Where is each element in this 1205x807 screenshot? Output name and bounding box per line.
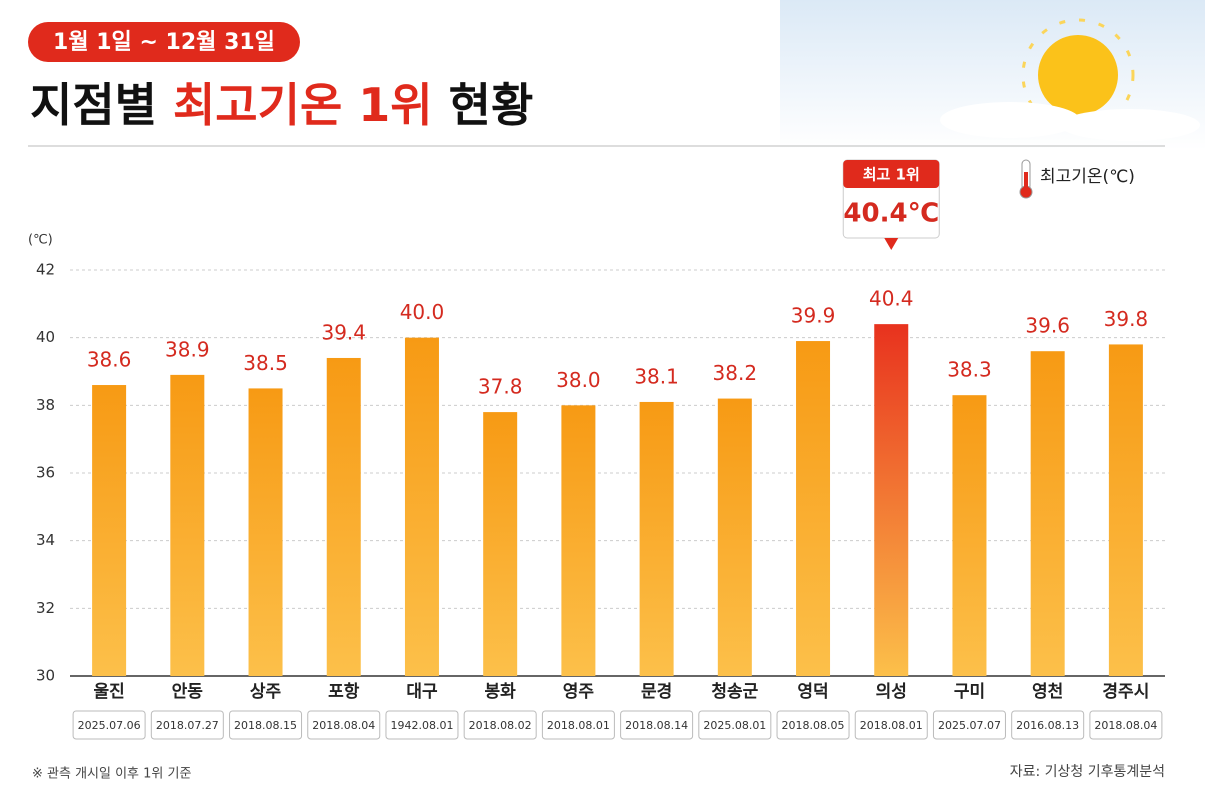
date-box — [854, 710, 928, 740]
date-box — [1089, 710, 1163, 740]
date-box — [150, 710, 224, 740]
footnote: ※ 관측 개시일 이후 1위 기준 — [32, 767, 191, 782]
x-tick-label: 봉화 — [485, 682, 517, 702]
x-tick-label: 영주 — [563, 682, 595, 702]
callout-head — [843, 160, 940, 188]
bar — [561, 405, 596, 676]
x-tick-label: 안동 — [172, 682, 204, 702]
value-label: 40.0 — [400, 300, 445, 324]
value-label: 38.5 — [243, 351, 288, 375]
date-label: 1942.08.01 — [390, 719, 453, 732]
date-box — [932, 710, 1006, 740]
y-tick-label: 36 — [36, 464, 55, 482]
x-tick-label: 상주 — [250, 682, 282, 702]
date-label: 2018.08.05 — [782, 719, 845, 732]
bar — [952, 395, 987, 676]
y-tick-label: 42 — [36, 261, 55, 279]
date-box — [541, 710, 615, 740]
callout-pointer — [884, 238, 899, 250]
y-tick-label: 32 — [36, 599, 55, 617]
date-label: 2018.08.14 — [625, 719, 688, 732]
value-label: 40.4 — [869, 287, 914, 311]
badge-text: 1월 1일 ~ 12월 31일 — [53, 30, 275, 55]
y-tick-label: 38 — [36, 396, 55, 414]
bar — [874, 324, 909, 676]
date-box — [229, 710, 303, 740]
date-label: 2025.07.06 — [78, 719, 141, 732]
bar — [1108, 344, 1143, 676]
date-box — [72, 710, 146, 740]
date-label: 2018.08.01 — [547, 719, 610, 732]
value-label: 38.6 — [87, 348, 132, 372]
x-tick-label: 의성 — [876, 682, 907, 702]
x-tick-label: 경주시 — [1102, 682, 1149, 702]
value-label: 39.9 — [791, 304, 836, 328]
bar — [717, 398, 752, 676]
chart-title: 지점별 최고기온 1위 현황 — [30, 78, 533, 132]
date-box — [776, 710, 850, 740]
bar — [326, 357, 361, 676]
y-tick-label: 34 — [36, 531, 55, 549]
date-box — [1011, 710, 1085, 740]
date-box — [385, 710, 459, 740]
date-label: 2025.07.07 — [938, 719, 1001, 732]
x-tick-label: 문경 — [641, 682, 672, 702]
bar — [170, 374, 205, 676]
y-unit: (℃) — [28, 233, 53, 248]
bar — [248, 388, 283, 676]
x-tick-label: 영천 — [1032, 682, 1063, 702]
value-label: 38.3 — [947, 358, 992, 382]
bar — [639, 401, 674, 676]
date-box — [698, 710, 772, 740]
y-tick-label: 30 — [36, 667, 55, 685]
date-label: 2018.07.27 — [156, 719, 219, 732]
value-label: 39.6 — [1025, 314, 1070, 338]
sun — [940, 18, 1200, 141]
callout-text: 40.4℃ — [843, 199, 939, 229]
y-tick-label: 40 — [36, 328, 55, 346]
value-label: 39.8 — [1104, 307, 1149, 331]
date-label: 2018.08.04 — [1094, 719, 1157, 732]
title-part: 최고기온 1위 — [173, 78, 433, 132]
callout-title: 최고 1위 — [863, 166, 920, 184]
x-tick-label: 청송군 — [711, 681, 758, 702]
bar — [796, 341, 831, 676]
x-tick-label: 대구 — [406, 682, 438, 702]
value-label: 37.8 — [478, 375, 523, 399]
value-label: 38.0 — [556, 368, 601, 392]
date-label: 2018.08.15 — [234, 719, 297, 732]
bar — [404, 337, 439, 676]
date-label: 2018.08.04 — [312, 719, 375, 732]
title-part: 현황 — [433, 78, 534, 132]
date-box — [307, 710, 381, 740]
badge — [28, 22, 300, 62]
date-label: 2018.08.02 — [469, 719, 532, 732]
value-label: 38.1 — [634, 364, 679, 388]
x-tick-label: 울진 — [93, 682, 124, 702]
title-part: 지점별 — [30, 78, 173, 132]
value-label: 38.9 — [165, 337, 210, 361]
x-tick-label: 구미 — [954, 682, 985, 702]
legend: 최고기온(℃) — [1019, 159, 1135, 199]
date-label: 2016.08.13 — [1016, 719, 1079, 732]
x-tick-label: 포항 — [328, 681, 360, 702]
source: 자료: 기상청 기후통계분석 — [1010, 764, 1165, 780]
bar — [1030, 351, 1065, 676]
bar — [483, 412, 518, 676]
date-box — [463, 710, 537, 740]
date-box — [620, 710, 694, 740]
date-label: 2018.08.01 — [860, 719, 923, 732]
value-label: 39.4 — [321, 320, 366, 344]
legend-label: 최고기온(℃) — [1040, 167, 1135, 187]
bar — [92, 385, 127, 676]
x-tick-label: 영덕 — [797, 682, 828, 702]
value-label: 38.2 — [713, 361, 758, 385]
date-label: 2025.08.01 — [703, 719, 766, 732]
